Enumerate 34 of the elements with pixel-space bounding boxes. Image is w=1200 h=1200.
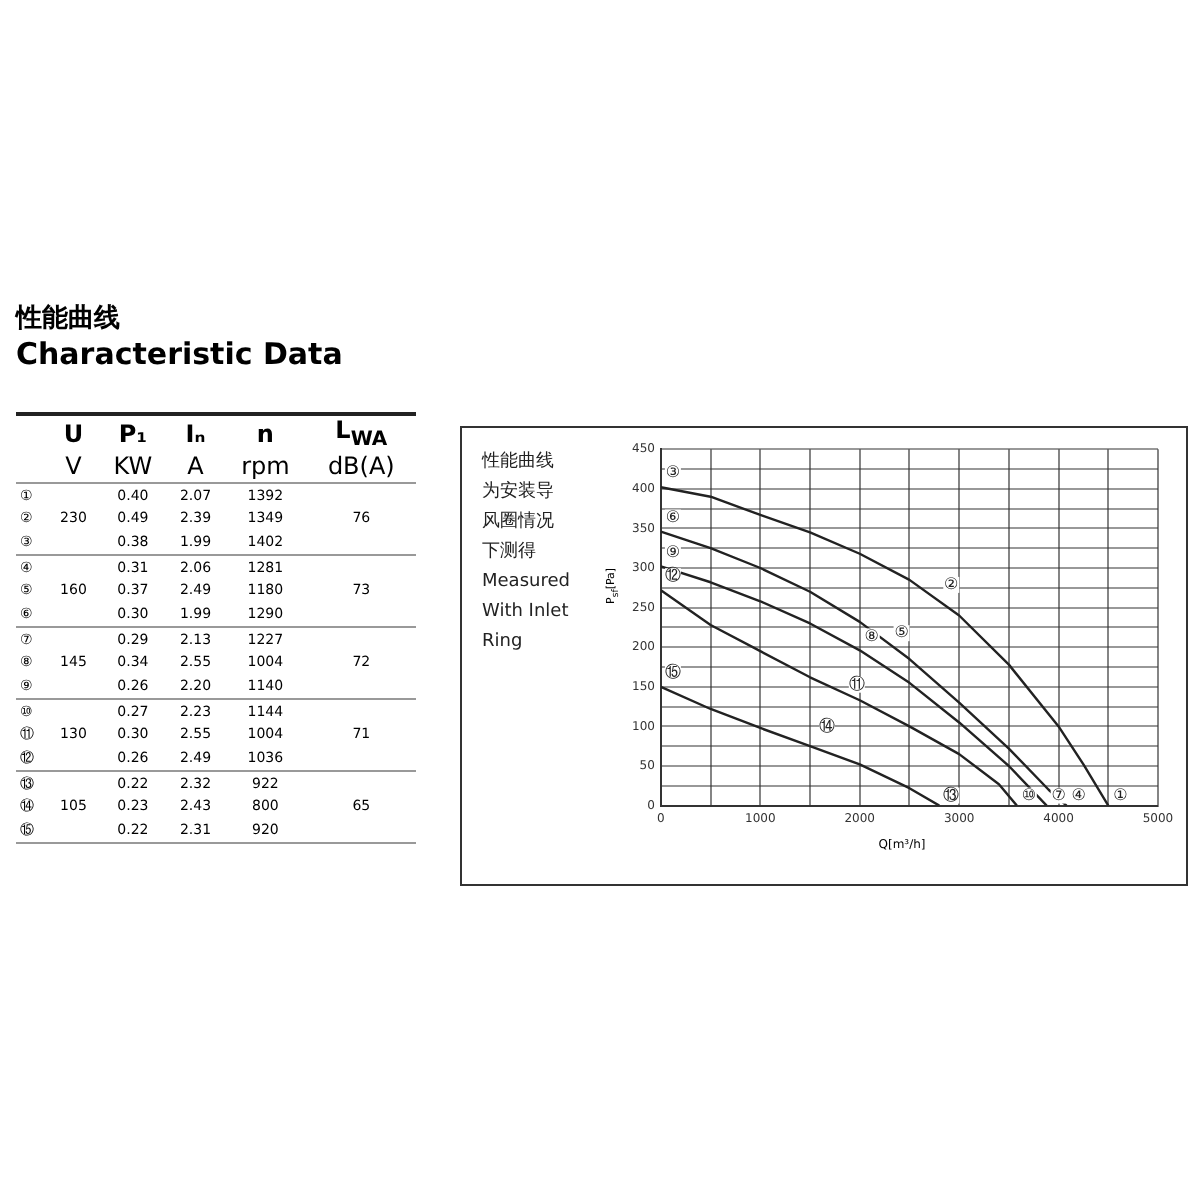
annotation: ④ xyxy=(1071,785,1086,804)
text: With Inlet xyxy=(482,602,569,622)
annotation: ⑥ xyxy=(665,507,681,526)
text: 风圈情况 xyxy=(482,512,554,532)
annotation: ⑨ xyxy=(665,542,681,561)
annotation: ⑩ xyxy=(1021,785,1036,804)
annotation: ⑬ xyxy=(943,785,960,804)
annotation: ③ xyxy=(665,463,681,482)
text: 性能曲线 xyxy=(482,452,554,472)
text: 下测得 xyxy=(482,542,536,562)
text: rpm xyxy=(241,452,290,481)
annotation: ⑭ xyxy=(819,716,835,735)
category-label: L$_{WA}$ xyxy=(335,416,388,451)
annotation: ⑪ xyxy=(848,674,865,693)
text: 性能曲线 xyxy=(16,304,120,334)
annotation: ⑤ xyxy=(894,623,909,642)
text: Measured xyxy=(482,572,570,592)
text: Characteristic Data xyxy=(16,336,343,372)
category-label: n xyxy=(256,419,274,448)
text: dB(A) xyxy=(327,452,395,481)
annotation: ⑫ xyxy=(664,566,681,585)
annotation: ⑮ xyxy=(664,662,681,681)
text: Ring xyxy=(482,632,523,652)
annotation: ⑦ xyxy=(1051,785,1066,804)
text: KW xyxy=(113,452,153,481)
text: 为安装导 xyxy=(482,482,554,502)
text: V xyxy=(65,452,82,481)
annotation: ① xyxy=(1113,785,1128,804)
annotation: ② xyxy=(944,575,959,594)
category-label: U xyxy=(63,419,84,448)
annotation: ⑧ xyxy=(864,626,879,645)
category-label: P₁ xyxy=(118,419,147,448)
text: A xyxy=(187,452,204,481)
category-label: Iₙ xyxy=(185,419,206,448)
